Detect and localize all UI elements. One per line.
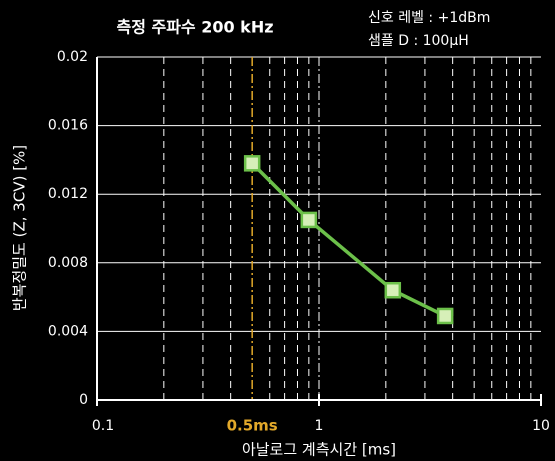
- y-tick-label: 0.016: [48, 118, 88, 134]
- y-tick-label: 0.004: [48, 323, 88, 339]
- data-line: [250, 162, 446, 318]
- y-tick-label: 0.012: [48, 186, 88, 202]
- x-tick-label: 10: [532, 418, 550, 434]
- annotation: 신호 레벨 : +1dBm: [368, 10, 490, 26]
- chart-title: 측정 주파수 200 kHz: [116, 18, 273, 37]
- x-tick-label: 1: [315, 418, 324, 434]
- data-marker: [384, 281, 402, 299]
- y-tick-label: 0.02: [57, 49, 88, 65]
- data-marker: [436, 307, 454, 325]
- data-marker: [243, 155, 261, 172]
- y-tick-label: 0.008: [48, 255, 88, 271]
- highlight-label: 0.5ms: [227, 417, 278, 435]
- data-marker: [300, 211, 318, 229]
- x-tick-label: 0.1: [92, 418, 114, 434]
- annotation: 샘플 D : 100μH: [368, 33, 469, 49]
- y-axis-label: 반복정밀도 (Z, 3CV) [%]: [11, 145, 29, 311]
- x-axis-label: 아날로그 계측시간 [ms]: [242, 441, 396, 459]
- y-tick-label: 0: [79, 392, 88, 408]
